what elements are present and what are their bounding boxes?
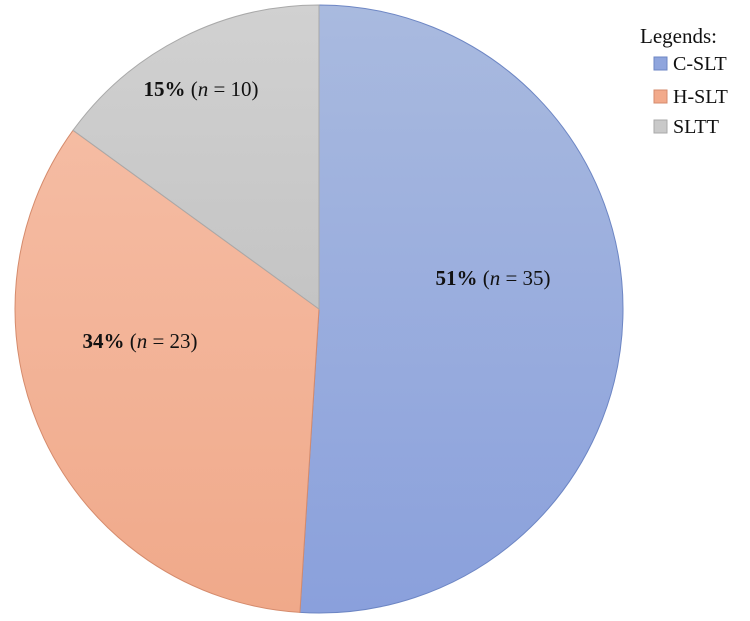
legend-swatch-sltt (653, 119, 668, 134)
legend-entry-h-slt: H-SLT (653, 86, 728, 108)
legend: Legends: C-SLT H-SLT SLTT (640, 24, 728, 138)
pie-slices (14, 4, 624, 614)
legend-label-c-slt: C-SLT (673, 53, 727, 75)
legend-entry-sltt: SLTT (653, 116, 719, 138)
slice-label-sltt: 15% (n = 10) (143, 77, 258, 101)
slice-label-h-slt: 34% (n = 23) (82, 329, 197, 353)
slice-label-c-slt: 51% (n = 35) (435, 266, 550, 290)
legend-title: Legends: (640, 24, 717, 48)
legend-label-sltt: SLTT (673, 116, 719, 138)
legend-label-h-slt: H-SLT (673, 86, 728, 108)
pie-slice-sltt (72, 4, 320, 310)
pie-slice-h-slt (14, 129, 320, 613)
legend-swatch-c-slt (653, 56, 668, 71)
pie-slice-c-slt (299, 4, 624, 614)
slice-labels: 51% (n = 35) 34% (n = 23) 15% (n = 10) (82, 77, 550, 353)
legend-swatch-h-slt (653, 89, 668, 104)
legend-entry-c-slt: C-SLT (653, 53, 727, 75)
